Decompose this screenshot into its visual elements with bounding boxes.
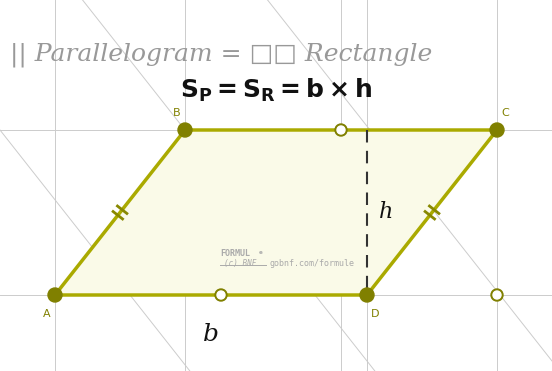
Circle shape — [217, 291, 225, 299]
Circle shape — [48, 288, 62, 302]
Text: B: B — [173, 108, 181, 118]
Circle shape — [490, 123, 504, 137]
Text: A: A — [43, 309, 51, 319]
Circle shape — [335, 124, 347, 136]
Text: D: D — [371, 309, 379, 319]
Circle shape — [178, 123, 192, 137]
Text: gobnf.com/formule: gobnf.com/formule — [270, 259, 355, 267]
Circle shape — [360, 288, 374, 302]
Polygon shape — [55, 130, 497, 295]
Circle shape — [215, 289, 227, 301]
Circle shape — [337, 126, 345, 134]
Circle shape — [491, 289, 503, 301]
Text: b: b — [203, 323, 219, 346]
Text: $\mathbf{S_P = S_R = b \times h}$: $\mathbf{S_P = S_R = b \times h}$ — [180, 76, 372, 104]
Text: (c) BNF: (c) BNF — [224, 259, 256, 268]
Text: || Parallelogram = □□ Rectangle: || Parallelogram = □□ Rectangle — [10, 43, 432, 67]
Text: e: e — [259, 250, 263, 255]
Text: FORMUL: FORMUL — [220, 249, 250, 258]
Text: h: h — [379, 201, 394, 223]
Circle shape — [493, 291, 501, 299]
Text: C: C — [501, 108, 509, 118]
